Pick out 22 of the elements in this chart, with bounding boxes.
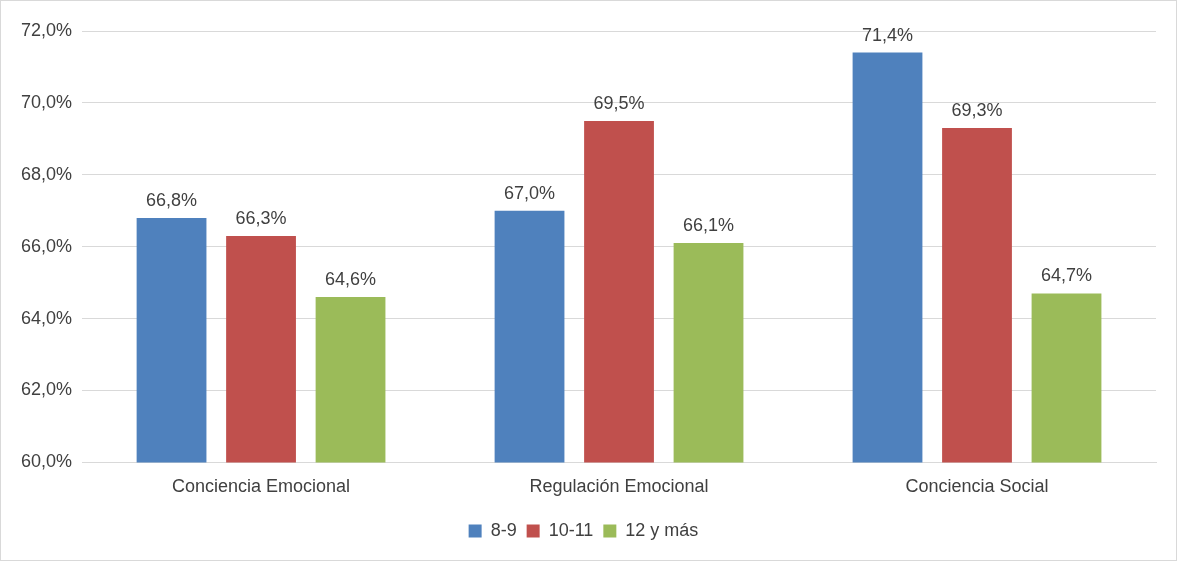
y-tick-label: 62,0% bbox=[20, 379, 73, 400]
y-tick-label: 66,0% bbox=[20, 235, 73, 256]
data-label: 66,1% bbox=[682, 215, 735, 236]
y-tick-label: 70,0% bbox=[20, 91, 73, 112]
data-label: 66,3% bbox=[235, 207, 287, 228]
x-tick-label: Regulación Emocional bbox=[529, 476, 709, 497]
data-label: 64,7% bbox=[1040, 265, 1093, 286]
legend-label: 12 y más bbox=[625, 519, 699, 540]
data-label: 66,8% bbox=[146, 189, 198, 210]
y-tick-label: 72,0% bbox=[20, 19, 73, 40]
y-tick-label: 64,0% bbox=[20, 307, 73, 328]
x-tick-label: Conciencia Social bbox=[905, 476, 1049, 497]
legend-label: 8-9 bbox=[490, 519, 517, 540]
y-tick-label: 68,0% bbox=[20, 163, 73, 184]
legend-label: 10-11 bbox=[548, 519, 594, 540]
data-label: 69,3% bbox=[951, 100, 1003, 121]
data-label: 69,5% bbox=[593, 92, 645, 113]
x-tick-label: Conciencia Emocional bbox=[171, 476, 351, 497]
data-label: 67,0% bbox=[504, 182, 556, 203]
data-label: 64,6% bbox=[325, 269, 377, 289]
data-label: 71,4% bbox=[861, 24, 914, 45]
y-tick-label: 60,0% bbox=[20, 451, 73, 472]
